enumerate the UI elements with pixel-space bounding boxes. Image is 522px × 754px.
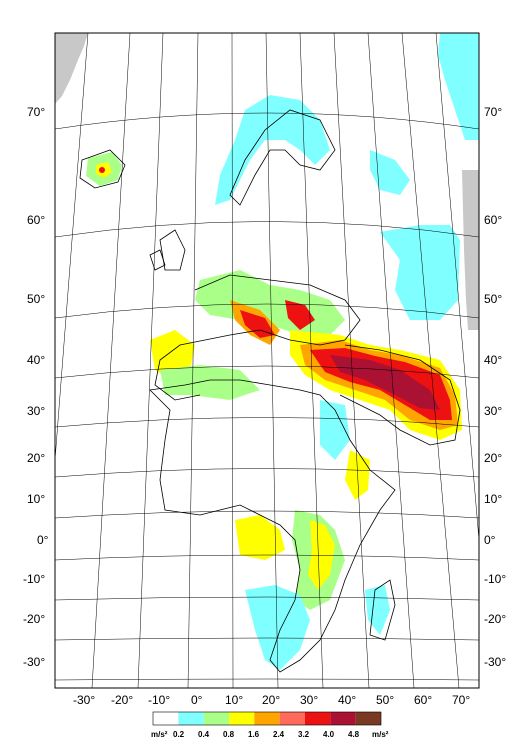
legend-swatch [178,712,204,725]
legend-swatch [153,712,179,725]
legend-swatches [153,712,381,725]
legend-threshold: 3.2 [298,730,310,739]
lat-label-right: 50° [484,292,502,306]
nodata-greenland [55,33,88,104]
coastlines [79,109,461,673]
legend-unit-left: m/s² [151,730,168,739]
latitude-labels-left: 70° 60° 50° 40° 30° 20° 10° 0° -10° -20°… [23,105,49,669]
legend-swatch [279,712,305,725]
lat-label-right: -30° [484,655,506,669]
lat-label-right: 10° [484,492,502,506]
lon-label: 20° [262,693,280,707]
legend-threshold: 4.0 [323,730,335,739]
lat-label-right: 30° [484,404,502,418]
legend-swatch [229,712,255,725]
legend-threshold: 1.6 [248,730,260,739]
lon-label: 40° [338,693,356,707]
hazard-zones [86,33,479,670]
legend: m/s² 0.2 0.4 0.8 1.6 2.4 3.2 4.0 4.8 m/s… [151,711,389,739]
lon-label: 0° [191,693,203,707]
latitude-labels-right: 70° 60° 50° 40° 30° 20° 10° 0° -10° -20°… [484,105,506,669]
lat-label-left: 70° [27,105,45,119]
lon-label: 30° [300,693,318,707]
legend-threshold: 0.2 [173,730,185,739]
lon-label: 10° [225,693,243,707]
lon-label: -10° [148,693,170,707]
lat-label-left: -20° [23,612,45,626]
lat-label-right: 60° [484,213,502,227]
lon-label: -20° [111,693,133,707]
lon-label: 70° [452,693,470,707]
legend-unit-right: m/s² [372,730,389,739]
lon-label: -30° [73,693,95,707]
legend-border [152,711,382,726]
lat-label-left: -10° [23,572,45,586]
lat-label-left: 60° [27,213,45,227]
legend-swatch [254,712,280,725]
legend-threshold: 0.4 [198,730,210,739]
legend-threshold: 0.8 [223,730,235,739]
lat-label-left: 10° [27,492,45,506]
graticule [54,32,480,689]
legend-swatch [330,712,356,725]
map-frame [54,32,480,689]
lat-label-left: 20° [27,451,45,465]
legend-swatch [305,712,331,725]
lat-label-right: 70° [484,105,502,119]
legend-swatch [355,712,381,725]
legend-threshold: 4.8 [348,730,360,739]
lon-label: 50° [376,693,394,707]
nodata-east [462,170,479,330]
legend-swatch [203,712,229,725]
lat-label-right: 0° [484,533,496,547]
lat-label-right: -20° [484,612,506,626]
legend-threshold: 2.4 [273,730,285,739]
lat-label-left: 0° [37,533,49,547]
lon-label: 60° [414,693,432,707]
lat-label-right: 20° [484,451,502,465]
lat-label-right: 40° [484,353,502,367]
lat-label-left: 50° [27,292,45,306]
lat-label-left: 40° [27,353,45,367]
lat-label-right: -10° [484,572,506,586]
lat-label-left: -30° [23,655,45,669]
lat-label-left: 30° [27,404,45,418]
longitude-labels: -30° -20° -10° 0° 10° 20° 30° 40° 50° 60… [73,693,470,707]
